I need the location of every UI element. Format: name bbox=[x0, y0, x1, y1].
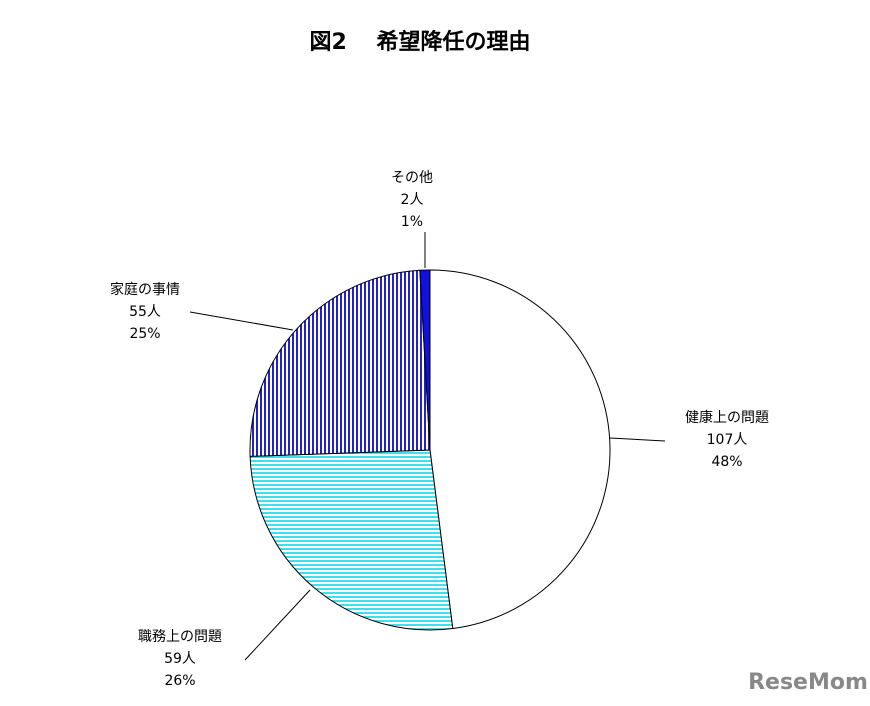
value-label: 55人 bbox=[129, 304, 161, 320]
pie-slice bbox=[249, 269, 431, 457]
value-label: 59人 bbox=[164, 651, 196, 667]
watermark: ReseMom bbox=[748, 670, 868, 695]
pie-slice bbox=[429, 269, 611, 630]
pie-slice bbox=[249, 449, 454, 631]
value-label: 2人 bbox=[401, 192, 424, 208]
slice-label: 健康上の問題 bbox=[685, 409, 769, 426]
percent-label: 1% bbox=[401, 214, 423, 230]
percent-label: 48% bbox=[711, 454, 742, 470]
pie-slice bbox=[419, 269, 431, 451]
leader-line bbox=[609, 437, 666, 442]
value-label: 107人 bbox=[707, 432, 748, 448]
percent-label: 25% bbox=[129, 326, 160, 342]
slice-label: 職務上の問題 bbox=[138, 629, 222, 645]
slice-label: その他 bbox=[391, 170, 433, 186]
slice-label: 家庭の事情 bbox=[110, 281, 180, 298]
leader-line bbox=[189, 311, 294, 331]
leader-line bbox=[244, 589, 311, 661]
percent-label: 26% bbox=[164, 673, 195, 689]
chart-title: 図2 希望降任の理由 bbox=[310, 29, 531, 55]
